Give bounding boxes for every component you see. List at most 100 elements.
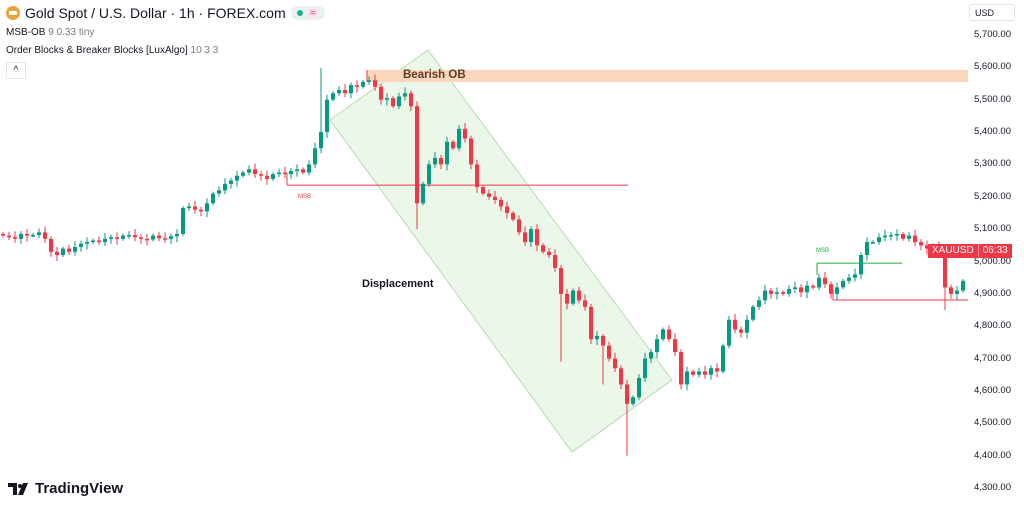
- candle: [127, 231, 131, 239]
- candle: [325, 94, 329, 138]
- candle-body: [835, 287, 839, 294]
- price-axis-label: 5,500.00: [974, 93, 1011, 105]
- candle-body: [1, 233, 5, 236]
- candle-body: [79, 243, 83, 247]
- candle: [73, 241, 77, 256]
- candle: [1, 232, 5, 238]
- candle: [133, 229, 137, 242]
- candle: [877, 233, 881, 245]
- market-status-pill[interactable]: ≈: [290, 6, 325, 20]
- indicator-msb-ob[interactable]: MSB-OB 9 0.33 tiny: [6, 27, 94, 38]
- candle: [277, 168, 281, 178]
- candle-body: [811, 285, 815, 288]
- price-axis-label: 4,600.00: [974, 384, 1011, 396]
- candle: [61, 246, 65, 257]
- candle-body: [715, 368, 719, 372]
- candle: [343, 84, 347, 98]
- candle-body: [499, 200, 503, 207]
- candle: [319, 68, 323, 154]
- candle-body: [187, 206, 191, 209]
- price-axis-label: 5,600.00: [974, 61, 1011, 73]
- candle: [409, 90, 413, 112]
- candle: [763, 284, 767, 305]
- candle-body: [151, 235, 155, 240]
- candle: [835, 282, 839, 300]
- candle-body: [685, 371, 689, 385]
- candle-body: [325, 99, 329, 133]
- candle-body: [313, 148, 317, 165]
- candle: [37, 228, 41, 238]
- indicator-name: Order Blocks & Breaker Blocks [LuxAlgo]: [6, 45, 188, 56]
- candle-body: [55, 251, 59, 256]
- candle-body: [889, 234, 893, 237]
- candle-body: [445, 141, 449, 165]
- candle: [739, 326, 743, 338]
- candle: [43, 226, 47, 243]
- candle-body: [865, 242, 869, 256]
- candle-body: [427, 164, 431, 184]
- candle: [703, 365, 707, 379]
- candle-body: [673, 339, 677, 353]
- candle-body: [583, 300, 587, 307]
- candle: [667, 325, 671, 343]
- candle-body: [121, 235, 125, 239]
- candle: [139, 234, 143, 244]
- currency-selector[interactable]: USD: [969, 4, 1015, 21]
- candle: [619, 365, 623, 390]
- candle-body: [481, 187, 485, 194]
- candle: [121, 233, 125, 241]
- candle: [859, 252, 863, 280]
- candle: [751, 304, 755, 322]
- candle-body: [787, 289, 791, 294]
- candle-body: [601, 335, 605, 346]
- candle-body: [37, 232, 41, 235]
- candle-body: [559, 267, 563, 294]
- candle-body: [907, 235, 911, 239]
- candle-body: [871, 242, 875, 244]
- candle: [493, 190, 497, 204]
- candle-body: [115, 237, 119, 239]
- candle-body: [775, 292, 779, 294]
- candle-body: [157, 235, 161, 239]
- candle-body: [757, 300, 761, 307]
- price-tag-countdown: 06:33: [977, 244, 1012, 258]
- candle: [793, 281, 797, 293]
- candle-body: [745, 319, 749, 333]
- candle: [799, 284, 803, 298]
- price-axis-label: 5,300.00: [974, 158, 1011, 170]
- indicator-params: 9 0.33 tiny: [48, 27, 95, 38]
- candle: [247, 165, 251, 176]
- symbol-title[interactable]: Gold Spot / U.S. Dollar · 1h · FOREX.com: [25, 5, 286, 21]
- candle: [829, 281, 833, 299]
- tradingview-logo[interactable]: TradingView: [8, 480, 123, 497]
- candle: [907, 231, 911, 242]
- collapse-indicators-button[interactable]: ^: [6, 62, 26, 79]
- candle-body: [241, 172, 245, 176]
- candle: [637, 374, 641, 401]
- candle: [577, 286, 581, 304]
- candle: [841, 278, 845, 290]
- candle: [919, 239, 923, 251]
- candle-body: [85, 242, 89, 244]
- candle: [625, 379, 629, 456]
- candle-body: [805, 285, 809, 293]
- candle-body: [217, 190, 221, 194]
- candle: [697, 367, 701, 378]
- candle: [511, 211, 515, 222]
- candle-body: [541, 245, 545, 252]
- candle-body: [883, 235, 887, 238]
- candle-body: [637, 377, 641, 398]
- candle: [589, 303, 593, 345]
- candle-body: [211, 193, 215, 204]
- candle-body: [751, 306, 755, 320]
- candle-body: [235, 175, 239, 181]
- symbol-header[interactable]: Gold Spot / U.S. Dollar · 1h · FOREX.com…: [6, 5, 325, 21]
- candle: [745, 314, 749, 339]
- candle-body: [289, 170, 293, 175]
- candle-body: [901, 233, 905, 239]
- indicator-luxalgo[interactable]: Order Blocks & Breaker Blocks [LuxAlgo] …: [6, 45, 218, 56]
- candle: [805, 280, 809, 299]
- candle-body: [133, 234, 137, 238]
- candle-body: [595, 335, 599, 340]
